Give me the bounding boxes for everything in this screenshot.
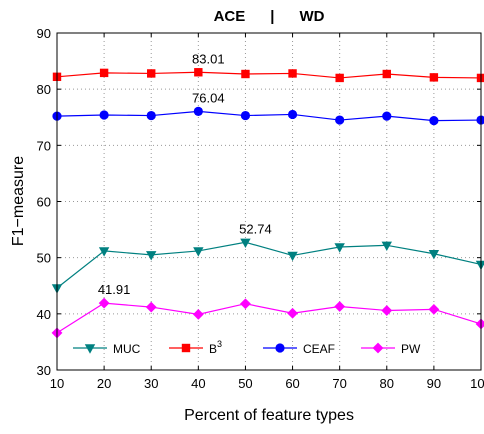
x-tick-label: 10 <box>50 376 64 391</box>
x-axis-title: Percent of feature types <box>184 407 354 424</box>
data-point-b <box>429 73 439 82</box>
data-point-ceaf <box>287 109 298 120</box>
x-tick-label: 80 <box>380 376 394 391</box>
data-point-b <box>335 73 344 83</box>
y-tick-label: 50 <box>37 251 51 266</box>
data-point-ceaf <box>335 115 345 125</box>
data-point-pw <box>428 303 440 315</box>
legend-label-ceaf: CEAF <box>303 342 335 356</box>
data-point-ceaf <box>99 110 109 120</box>
series-line-ceaf <box>56 110 482 122</box>
data-point-ceaf <box>240 110 251 121</box>
data-point-pw <box>287 307 298 319</box>
data-point-pw <box>145 301 157 313</box>
series-pw <box>51 297 484 339</box>
legend-marker-b <box>181 343 191 353</box>
y-tick-label: 40 <box>37 307 51 322</box>
y-tick-label: 90 <box>37 26 51 41</box>
data-point-muc <box>334 243 345 253</box>
data-point-muc <box>193 247 204 257</box>
x-tick-label: 70 <box>332 376 346 391</box>
series-layer <box>51 68 484 339</box>
series-muc <box>51 238 484 294</box>
data-point-ceaf <box>193 106 203 117</box>
data-point-pw <box>475 318 484 330</box>
data-point-b <box>288 69 297 78</box>
data-point-b <box>194 68 203 77</box>
legend-label-muc: MUC <box>113 342 141 356</box>
x-tick-label: 40 <box>191 376 205 391</box>
legend: MUC B3 CEAF PW <box>73 339 421 356</box>
data-point-pw <box>240 298 251 310</box>
legend-item-ceaf: CEAF <box>263 342 335 356</box>
data-label: 41.91 <box>98 282 131 297</box>
series-line-b <box>56 71 482 79</box>
series-ceaf <box>52 106 484 126</box>
legend-item-muc: MUC <box>73 342 141 356</box>
legend-label-pw: PW <box>401 342 421 356</box>
legend-item-b: B3 <box>169 339 222 356</box>
data-point-muc <box>287 251 298 262</box>
legend-item-pw: PW <box>361 342 421 356</box>
legend-label-b: B3 <box>209 339 222 356</box>
legend-marker-muc <box>84 344 96 354</box>
data-point-ceaf <box>382 111 392 121</box>
data-point-muc <box>98 247 110 257</box>
series-line-pw <box>56 302 482 334</box>
data-label: 76.04 <box>192 90 225 105</box>
x-tick-label: 30 <box>144 376 158 391</box>
data-point-pw <box>98 297 110 309</box>
data-point-muc <box>146 251 157 261</box>
series-b <box>52 68 484 83</box>
legend-marker-ceaf <box>275 343 285 353</box>
series-line-muc <box>56 241 482 289</box>
ticks: 10 20 30 40 50 60 70 80 90 100 30 40 50 60 70 80 90 <box>37 26 484 391</box>
data-point-pw <box>334 301 346 312</box>
data-point-pw <box>381 305 393 316</box>
data-point-muc <box>381 241 392 252</box>
data-label: 52.74 <box>239 221 272 236</box>
legend-superscript: 3 <box>217 339 222 349</box>
grid <box>57 33 481 370</box>
data-point-ceaf <box>476 115 484 125</box>
data-point-b <box>476 73 484 83</box>
annotations: 83.01 76.04 52.74 41.91 <box>98 51 272 297</box>
x-tick-label: 20 <box>97 376 111 391</box>
x-tick-label: 60 <box>285 376 299 391</box>
y-tick-label: 80 <box>37 82 51 97</box>
data-point-ceaf <box>429 116 439 126</box>
data-point-b <box>241 69 250 79</box>
data-point-b <box>382 69 391 79</box>
data-point-pw <box>192 308 204 320</box>
data-point-muc <box>428 250 440 260</box>
y-tick-label: 30 <box>37 363 51 378</box>
legend-marker-pw <box>372 342 384 354</box>
data-label: 83.01 <box>192 51 225 66</box>
y-tick-label: 60 <box>37 195 51 210</box>
data-point-ceaf <box>146 110 156 121</box>
y-axis-title: F1−measure <box>10 156 27 246</box>
x-tick-label: 90 <box>427 376 441 391</box>
data-point-muc <box>240 238 251 248</box>
x-tick-label: 100 <box>470 376 484 391</box>
chart-title: ACE | WD <box>214 8 325 25</box>
data-point-b <box>147 69 156 78</box>
data-point-muc <box>475 260 484 271</box>
data-point-b <box>99 68 109 78</box>
x-tick-label: 50 <box>238 376 252 391</box>
y-tick-label: 70 <box>37 138 51 153</box>
